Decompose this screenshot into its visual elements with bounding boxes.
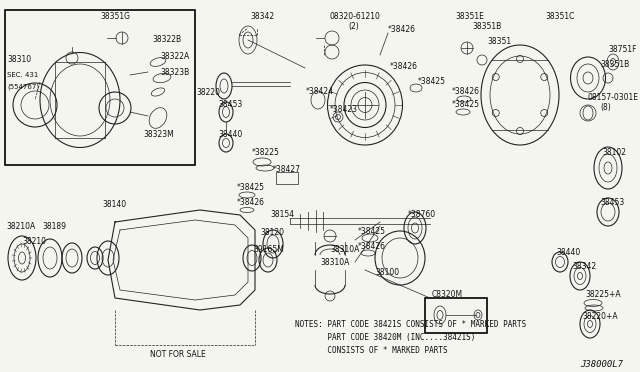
Text: *38425: *38425 [358, 227, 386, 236]
Text: *38426: *38426 [452, 87, 480, 96]
Text: 38154: 38154 [270, 210, 294, 219]
Text: *38425: *38425 [237, 183, 265, 192]
Text: (554767): (554767) [7, 83, 39, 90]
Text: 38310: 38310 [7, 55, 31, 64]
Text: 39165M: 39165M [253, 245, 284, 254]
Text: 38453: 38453 [218, 100, 243, 109]
Bar [276, 172, 298, 184]
Text: 38220+A: 38220+A [582, 312, 618, 321]
Text: 38102: 38102 [602, 148, 626, 157]
Text: *38760: *38760 [408, 210, 436, 219]
Text: 38351C: 38351C [545, 12, 574, 21]
Text: J38000L7: J38000L7 [580, 360, 623, 369]
Text: 38440: 38440 [556, 248, 580, 257]
Text: (2): (2) [348, 22, 359, 31]
Text: 38351E: 38351E [455, 12, 484, 21]
Text: PART CODE 38420M (INC....38421S): PART CODE 38420M (INC....38421S) [295, 333, 476, 342]
Text: 38351: 38351 [487, 37, 511, 46]
Text: 38751F: 38751F [608, 45, 637, 54]
Text: *38426: *38426 [358, 242, 386, 251]
Text: 38453: 38453 [600, 198, 624, 207]
Text: 38310A: 38310A [330, 245, 360, 254]
Text: *38423: *38423 [330, 105, 358, 114]
Text: *38427: *38427 [273, 165, 301, 174]
Bar [5, 10, 195, 165]
Text: 38210A: 38210A [6, 222, 35, 231]
Text: 08157-0301E: 08157-0301E [588, 93, 639, 102]
Text: *38424: *38424 [306, 87, 334, 96]
Text: 38210: 38210 [22, 237, 46, 246]
Text: 08320-61210: 08320-61210 [330, 12, 381, 21]
Bar [425, 298, 487, 333]
Text: NOT FOR SALE: NOT FOR SALE [150, 350, 205, 359]
Text: 38440: 38440 [218, 130, 243, 139]
Text: (8): (8) [600, 103, 611, 112]
Text: 38351G: 38351G [100, 12, 130, 21]
Text: C8320M: C8320M [432, 290, 463, 299]
Text: 38322A: 38322A [160, 52, 189, 61]
Text: *38425: *38425 [452, 100, 480, 109]
Text: *38426: *38426 [237, 198, 265, 207]
Text: 38323B: 38323B [160, 68, 189, 77]
Text: *38225: *38225 [252, 148, 280, 157]
Text: 38323M: 38323M [143, 130, 173, 139]
Text: 38342: 38342 [572, 262, 596, 271]
Text: 38322B: 38322B [152, 35, 181, 44]
Text: 38351B: 38351B [600, 60, 629, 69]
Text: CONSISTS OF * MARKED PARTS: CONSISTS OF * MARKED PARTS [295, 346, 447, 355]
Text: 38225+A: 38225+A [585, 290, 621, 299]
Text: SEC. 431: SEC. 431 [7, 72, 38, 78]
Text: 38310A: 38310A [320, 258, 349, 267]
Text: NOTES: PART CODE 38421S CONSISTS OF * MARKED PARTS: NOTES: PART CODE 38421S CONSISTS OF * MA… [295, 320, 526, 329]
Text: 38351B: 38351B [472, 22, 501, 31]
Text: *38425: *38425 [418, 77, 446, 86]
Text: *38426: *38426 [388, 25, 416, 34]
Text: 38342: 38342 [250, 12, 274, 21]
Text: 38189: 38189 [42, 222, 66, 231]
Text: 38220: 38220 [196, 88, 220, 97]
Text: 38120: 38120 [260, 228, 284, 237]
Text: 38140: 38140 [102, 200, 126, 209]
Text: *38426: *38426 [390, 62, 418, 71]
Text: 38100: 38100 [375, 268, 399, 277]
